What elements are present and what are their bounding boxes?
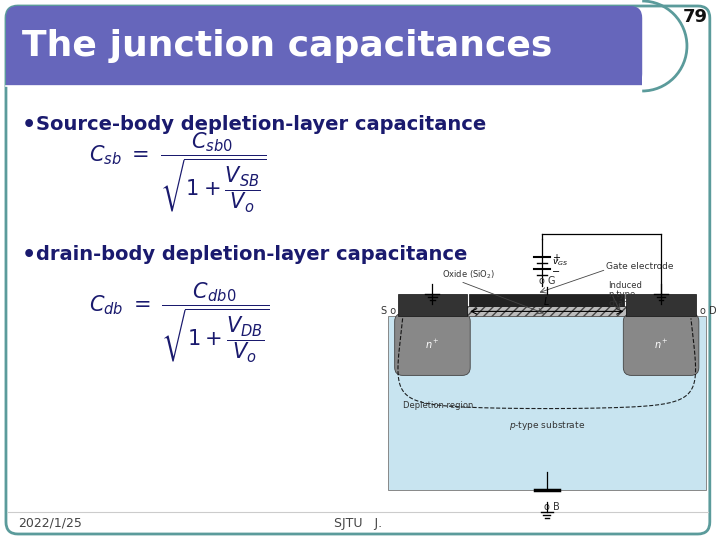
Polygon shape [626, 294, 696, 316]
Text: Induced: Induced [608, 281, 642, 291]
Text: •: • [22, 115, 36, 135]
Polygon shape [397, 294, 467, 316]
Text: 2022/1/25: 2022/1/25 [18, 516, 82, 530]
Text: Oxide (SiO$_2$): Oxide (SiO$_2$) [442, 269, 495, 281]
Text: −: − [552, 267, 560, 277]
Polygon shape [6, 66, 642, 86]
Text: drain-body depletion-layer capacitance: drain-body depletion-layer capacitance [36, 246, 467, 265]
Text: $p$-type substrate: $p$-type substrate [509, 419, 585, 432]
Text: o G: o G [539, 276, 555, 286]
Text: n-type: n-type [608, 291, 636, 299]
Text: •: • [22, 245, 36, 265]
Text: $v_{GS}$: $v_{GS}$ [552, 258, 568, 268]
Text: The junction capacitances: The junction capacitances [22, 29, 552, 63]
Text: $C_{db}\ =\ \dfrac{C_{db0}}{\sqrt{1+\dfrac{V_{DB}}{V_o}}}$: $C_{db}\ =\ \dfrac{C_{db0}}{\sqrt{1+\dfr… [89, 280, 270, 364]
Text: $C_{sb}\ =\ \dfrac{C_{sb0}}{\sqrt{1+\dfrac{V_{SB}}{V_o}}}$: $C_{sb}\ =\ \dfrac{C_{sb0}}{\sqrt{1+\dfr… [89, 130, 266, 214]
FancyBboxPatch shape [6, 6, 642, 86]
Text: $n^+$: $n^+$ [654, 338, 668, 351]
FancyBboxPatch shape [6, 6, 710, 534]
FancyBboxPatch shape [395, 313, 470, 375]
Text: SJTU   J.: SJTU J. [334, 516, 382, 530]
Text: 79: 79 [683, 8, 708, 26]
Text: Depletion region: Depletion region [402, 402, 473, 410]
Text: $n^+$: $n^+$ [425, 338, 440, 351]
Text: $L$: $L$ [544, 295, 550, 307]
Text: S o: S o [381, 306, 396, 316]
Text: +: + [552, 253, 559, 263]
Text: o B: o B [544, 502, 559, 512]
FancyBboxPatch shape [624, 313, 699, 375]
Polygon shape [467, 306, 626, 316]
Polygon shape [387, 316, 706, 490]
Polygon shape [469, 294, 624, 306]
Text: Gate electrode: Gate electrode [606, 262, 674, 271]
Text: channel: channel [608, 299, 642, 308]
Text: o D: o D [700, 306, 716, 316]
Text: Source-body depletion-layer capacitance: Source-body depletion-layer capacitance [36, 116, 486, 134]
